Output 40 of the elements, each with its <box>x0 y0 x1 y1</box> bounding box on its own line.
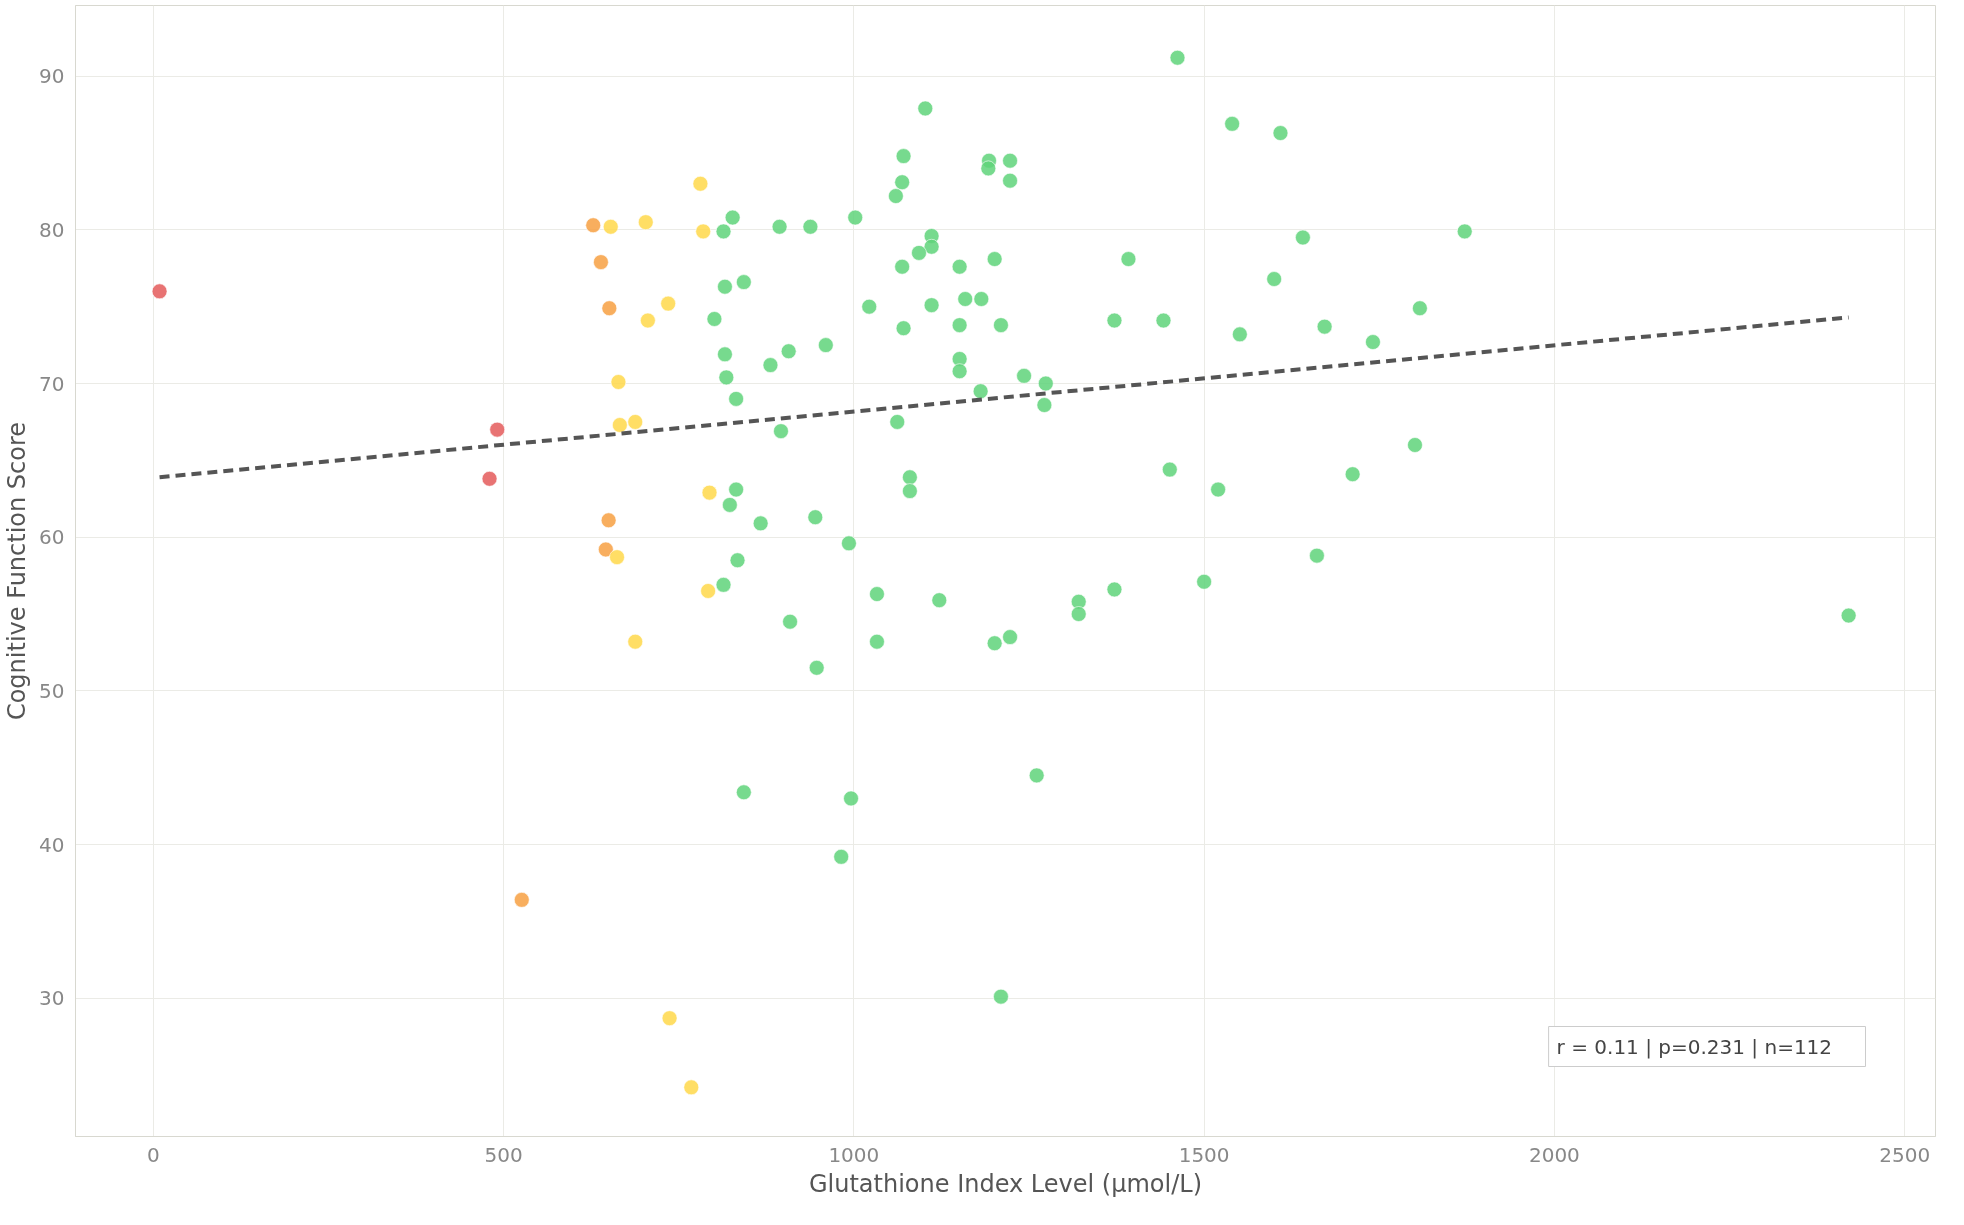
point <box>597 541 614 558</box>
x-tick-label: 0 <box>146 1142 160 1167</box>
point <box>683 1079 700 1096</box>
y-tick-label: 70 <box>39 371 65 396</box>
y-tick-label: 40 <box>39 832 65 857</box>
y-axis-title: Cognitive Function Score <box>3 421 32 721</box>
point <box>151 283 168 300</box>
annotation: r = 0.11 | p=0.231 | n=112 <box>1556 1034 1833 1059</box>
point <box>601 300 618 317</box>
point <box>695 223 712 240</box>
point <box>611 417 628 433</box>
point <box>637 214 654 231</box>
y-tick-label: 30 <box>39 986 65 1011</box>
point <box>481 470 498 487</box>
x-tick-label: 2500 <box>1879 1142 1931 1167</box>
point <box>489 421 506 438</box>
point <box>701 484 718 501</box>
point <box>610 374 627 390</box>
y-tick-label: 60 <box>39 525 65 550</box>
x-axis-title: Glutathione Index Level (µmol/L) <box>808 1169 1203 1198</box>
point <box>592 254 609 271</box>
point <box>585 217 602 234</box>
point <box>692 175 709 192</box>
point <box>661 1010 678 1027</box>
point <box>513 891 530 908</box>
x-tick-label: 1000 <box>828 1142 880 1167</box>
x-tick-label: 1500 <box>1178 1142 1230 1167</box>
point <box>627 413 644 430</box>
point <box>660 295 677 312</box>
y-tick-label: 80 <box>39 217 65 242</box>
y-tick-label: 90 <box>39 64 65 89</box>
point <box>627 633 644 650</box>
point <box>600 512 617 529</box>
point <box>700 582 717 599</box>
point <box>609 549 626 566</box>
y-tick-label: 50 <box>39 678 65 703</box>
point <box>639 312 656 329</box>
point <box>602 218 619 235</box>
x-tick-label: 2000 <box>1528 1142 1580 1167</box>
x-tick-label: 500 <box>484 1142 523 1167</box>
